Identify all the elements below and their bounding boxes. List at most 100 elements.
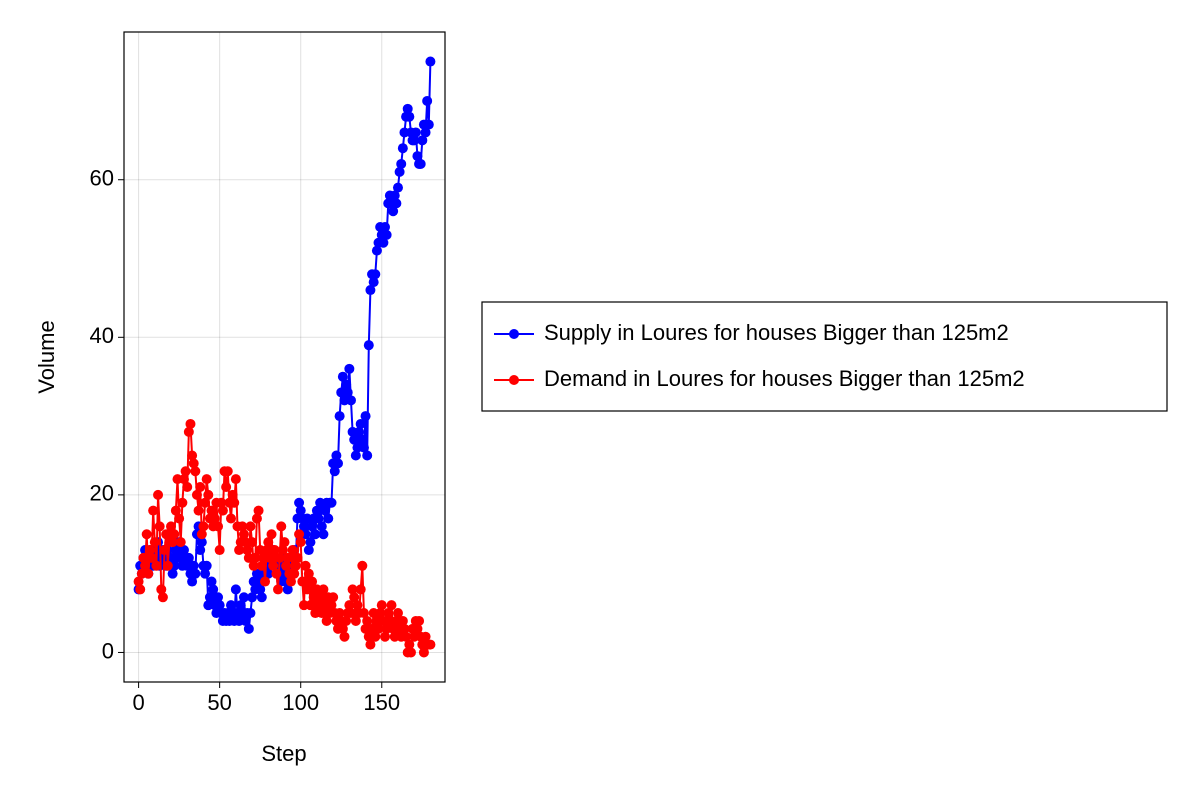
marker (316, 608, 327, 619)
marker (341, 379, 352, 390)
marker (144, 545, 155, 556)
marker (358, 608, 369, 619)
marker (245, 608, 256, 619)
marker (345, 395, 356, 406)
marker (289, 568, 300, 579)
marker (401, 631, 412, 642)
marker (271, 568, 282, 579)
x-tick-label: 0 (132, 690, 144, 715)
marker (226, 513, 236, 524)
marker (166, 521, 177, 532)
marker (281, 560, 292, 571)
marker (392, 608, 403, 619)
marker (204, 592, 215, 603)
marker (294, 497, 305, 508)
marker (418, 647, 429, 658)
marker (373, 623, 384, 634)
marker (358, 442, 369, 453)
marker (344, 600, 355, 611)
marker (175, 537, 186, 548)
marker (153, 489, 164, 500)
marker (376, 600, 387, 611)
y-tick-label: 60 (90, 166, 114, 191)
marker (248, 560, 259, 571)
marker (352, 600, 363, 611)
marker (229, 497, 240, 508)
marker (404, 111, 415, 122)
marker (167, 537, 178, 548)
marker (235, 600, 246, 611)
marker (133, 576, 144, 587)
marker (149, 537, 160, 548)
marker (188, 560, 199, 571)
marker (206, 576, 217, 587)
marker (222, 466, 233, 477)
marker (329, 466, 340, 477)
marker (365, 639, 376, 650)
marker (213, 592, 224, 603)
marker (292, 552, 303, 563)
marker (182, 482, 193, 492)
marker (363, 340, 374, 351)
marker (188, 458, 199, 469)
marker (141, 529, 152, 540)
marker (326, 497, 337, 508)
marker (170, 505, 181, 516)
marker (183, 426, 194, 437)
marker (307, 576, 318, 587)
marker (339, 631, 350, 642)
marker (316, 521, 327, 532)
marker (370, 269, 381, 280)
marker (404, 639, 415, 650)
marker (148, 505, 159, 516)
marker (169, 529, 180, 540)
marker (193, 505, 204, 516)
marker (198, 521, 209, 532)
marker (362, 615, 373, 626)
marker (230, 584, 241, 595)
marker (349, 434, 360, 445)
x-tick-label: 150 (363, 690, 400, 715)
marker (305, 600, 316, 611)
marker (302, 584, 313, 595)
marker (370, 631, 381, 642)
marker (183, 552, 194, 563)
marker (138, 552, 149, 563)
y-tick-label: 40 (90, 323, 114, 348)
legend-box (481, 301, 1168, 412)
legend-marker (509, 375, 519, 385)
marker (333, 458, 343, 469)
marker (313, 513, 324, 524)
marker (420, 631, 431, 642)
marker (159, 545, 170, 556)
marker (303, 545, 314, 556)
marker (321, 615, 332, 626)
marker (365, 285, 376, 296)
marker (341, 615, 352, 626)
marker (381, 229, 392, 240)
marker (315, 592, 326, 603)
marker (415, 158, 426, 169)
marker (196, 529, 207, 540)
marker (375, 608, 386, 619)
marker (187, 576, 198, 587)
marker (174, 513, 185, 524)
marker (196, 537, 207, 548)
marker (285, 576, 296, 587)
marker (277, 545, 288, 556)
marker (349, 592, 360, 603)
marker (423, 119, 434, 130)
marker (362, 450, 373, 461)
marker (213, 521, 224, 532)
marker (190, 568, 201, 579)
marker (386, 600, 397, 611)
marker (318, 584, 329, 595)
marker (190, 466, 201, 477)
marker (389, 190, 400, 201)
y-tick-label: 20 (90, 481, 114, 506)
marker (323, 513, 334, 524)
marker (334, 411, 345, 422)
marker (242, 545, 253, 556)
marker (216, 497, 227, 508)
marker (355, 584, 366, 595)
